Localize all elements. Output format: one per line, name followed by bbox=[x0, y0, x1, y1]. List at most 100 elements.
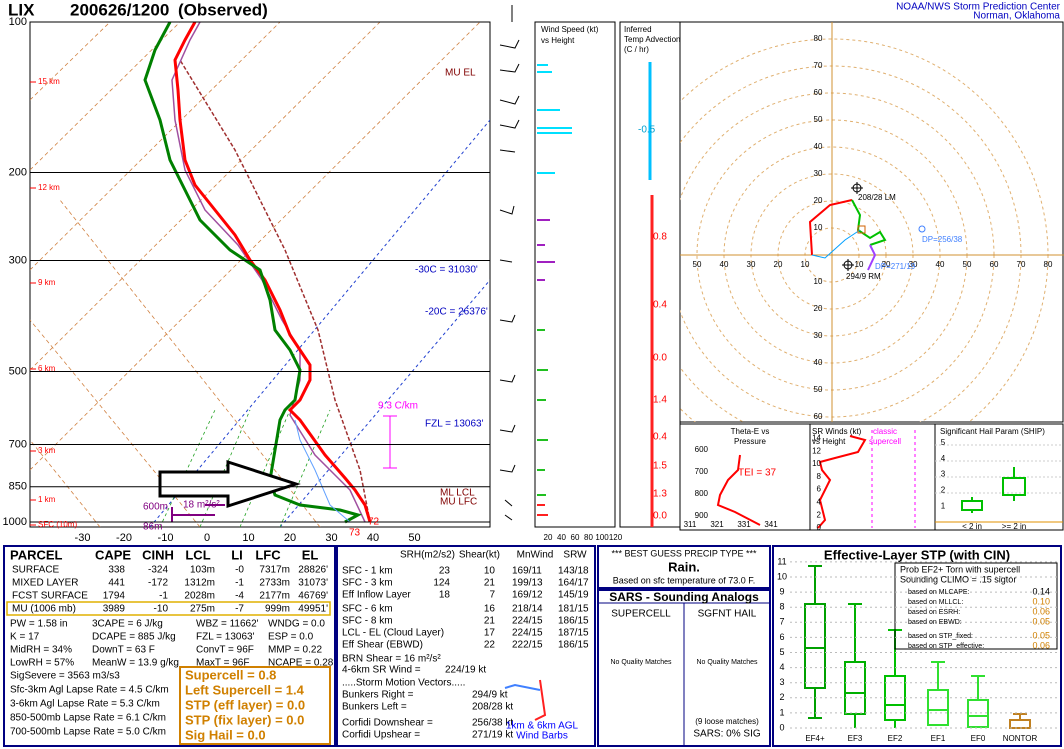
kin-cell: 7 bbox=[489, 590, 495, 601]
status: (Observed) bbox=[178, 0, 268, 19]
temp-label: 40 bbox=[367, 532, 379, 544]
stp-item-value: 0.05 bbox=[1032, 630, 1050, 640]
kin-cell: SFC - 8 km bbox=[342, 616, 393, 627]
ring-label: 20 bbox=[774, 260, 783, 269]
lapse-rate: Sfc-3km Agl Lapse Rate = 4.5 C/km bbox=[10, 685, 169, 696]
precip-basis: Based on sfc temperature of 73.0 F. bbox=[613, 575, 756, 585]
barb-note: Wind Barbs bbox=[516, 731, 568, 742]
stp-tick: 8 bbox=[779, 602, 784, 612]
skewt-annotation: 86m bbox=[143, 522, 162, 533]
parcel-cell: 2177m bbox=[259, 591, 290, 602]
composite-index: STP (fix layer) = 0.0 bbox=[185, 712, 304, 727]
parcel-header: LCL bbox=[185, 547, 210, 562]
stp-item-value: 0.06 bbox=[1032, 606, 1050, 616]
ring-label: 30 bbox=[814, 331, 823, 340]
skewt-annotation: -20C = 26376' bbox=[425, 307, 488, 318]
kin-cell: 143/18 bbox=[558, 566, 589, 577]
ring-label: 40 bbox=[814, 142, 823, 151]
index: SigSevere = 3563 m3/s3 bbox=[10, 671, 120, 682]
panel-title: Significant Hail Param (SHIP) bbox=[940, 427, 1045, 436]
ring-label: 50 bbox=[693, 260, 702, 269]
ring-label: 70 bbox=[814, 61, 823, 70]
parcel-header: EL bbox=[302, 547, 319, 562]
advection-value: 1.3 bbox=[653, 489, 667, 500]
advection-value: 1.4 bbox=[653, 395, 667, 406]
wind-tick: 100 bbox=[595, 533, 609, 542]
tick-label: 2 bbox=[817, 510, 822, 519]
index: MidRH = 34% bbox=[10, 645, 72, 656]
parcel-cell: 28826' bbox=[298, 565, 328, 576]
pressure-label: 850 bbox=[9, 481, 27, 493]
index: MMP = 0.22 bbox=[268, 645, 322, 656]
tick-label: 800 bbox=[695, 489, 709, 498]
lapse-rate: 850-500mb Lapse Rate = 6.1 C/km bbox=[10, 713, 166, 724]
stp-category: NONTOR bbox=[1003, 734, 1038, 743]
advection-value: 1.5 bbox=[653, 461, 667, 472]
note: classic bbox=[873, 427, 897, 436]
stp-tick: 3 bbox=[779, 677, 784, 687]
ring-label: 60 bbox=[814, 412, 823, 421]
tick-label: 6 bbox=[817, 485, 822, 494]
skewt-annotation: 72 bbox=[368, 517, 380, 528]
time: 200626/1200 bbox=[70, 0, 169, 19]
frames bbox=[29, 21, 1064, 531]
ring-label: 30 bbox=[814, 169, 823, 178]
tick-label: 331 bbox=[737, 520, 751, 529]
parcel-header: PARCEL bbox=[10, 547, 63, 562]
height-label: 15 km bbox=[38, 77, 60, 86]
temp-label: 50 bbox=[408, 532, 420, 544]
composite-index: STP (eff layer) = 0.0 bbox=[185, 697, 305, 712]
motion-label: Corfidi Downshear = bbox=[342, 718, 433, 729]
tick-label: 311 bbox=[684, 520, 697, 529]
kin-cell: Eff Shear (EBWD) bbox=[342, 640, 423, 651]
tick-label: 3 bbox=[941, 470, 946, 479]
parcel-cell: 2733m bbox=[259, 578, 290, 589]
stp-item-value: 0.05 bbox=[1032, 616, 1050, 626]
kin-cell: 164/17 bbox=[558, 578, 589, 589]
location: Norman, Oklahoma bbox=[973, 11, 1060, 22]
stp-item-value: 0.14 bbox=[1032, 586, 1050, 596]
height-label: 12 km bbox=[38, 183, 60, 192]
kin-text: 4-6km SR Wind = bbox=[342, 665, 421, 676]
kin-cell: 23 bbox=[439, 566, 451, 577]
stp-tick: 4 bbox=[779, 662, 784, 672]
wind-tick: 60 bbox=[571, 533, 580, 542]
advection-value: 0.8 bbox=[653, 232, 667, 243]
height-label: SFC (10m) bbox=[38, 520, 77, 529]
tick-label: 4 bbox=[817, 498, 822, 507]
ring-label: 10 bbox=[855, 260, 864, 269]
tick-label: 8 bbox=[817, 472, 822, 481]
index: WBZ = 11662' bbox=[196, 619, 259, 630]
tick-label: 600 bbox=[695, 445, 709, 454]
skewt-annotation: 9.3 C/km bbox=[378, 401, 418, 412]
parcel-cell: 31073' bbox=[298, 578, 328, 589]
parcel-header: LFC bbox=[255, 547, 281, 562]
parcel-header: CAPE bbox=[95, 547, 131, 562]
pressure-label: 500 bbox=[9, 365, 27, 377]
index: ESP = 0.0 bbox=[268, 632, 314, 643]
parcel-header: CINH bbox=[142, 547, 174, 562]
tick-label: 1 bbox=[941, 501, 946, 510]
kin-cell: 17 bbox=[484, 628, 496, 639]
parcel-cell: -0 bbox=[235, 565, 244, 576]
kin-cell: 187/15 bbox=[558, 628, 589, 639]
parcel-cell: 103m bbox=[190, 565, 215, 576]
stp-tick: 9 bbox=[779, 586, 784, 596]
stp-prob: Prob EF2+ Torn with supercell bbox=[900, 564, 1020, 574]
tick-label: 341 bbox=[764, 520, 778, 529]
height-label: 1 km bbox=[38, 495, 56, 504]
stp-tick: 10 bbox=[777, 571, 787, 581]
height-label: 6 km bbox=[38, 364, 56, 373]
motion-label: Bunkers Right = bbox=[342, 690, 414, 701]
panel-title: Theta-E vs bbox=[731, 427, 770, 436]
height-label: 3 km bbox=[38, 446, 56, 455]
hodo-label: 294/9 RM bbox=[846, 272, 881, 281]
stp-tick: 7 bbox=[779, 617, 784, 627]
ring-label: 70 bbox=[1017, 260, 1026, 269]
parcel-header: LI bbox=[231, 547, 243, 562]
wind-tick: 40 bbox=[557, 533, 566, 542]
stp-tick: 5 bbox=[779, 647, 784, 657]
hodograph-lines bbox=[680, 22, 1064, 422]
kin-cell: 186/15 bbox=[558, 640, 589, 651]
sars-column: SGFNT HAIL bbox=[698, 609, 757, 620]
